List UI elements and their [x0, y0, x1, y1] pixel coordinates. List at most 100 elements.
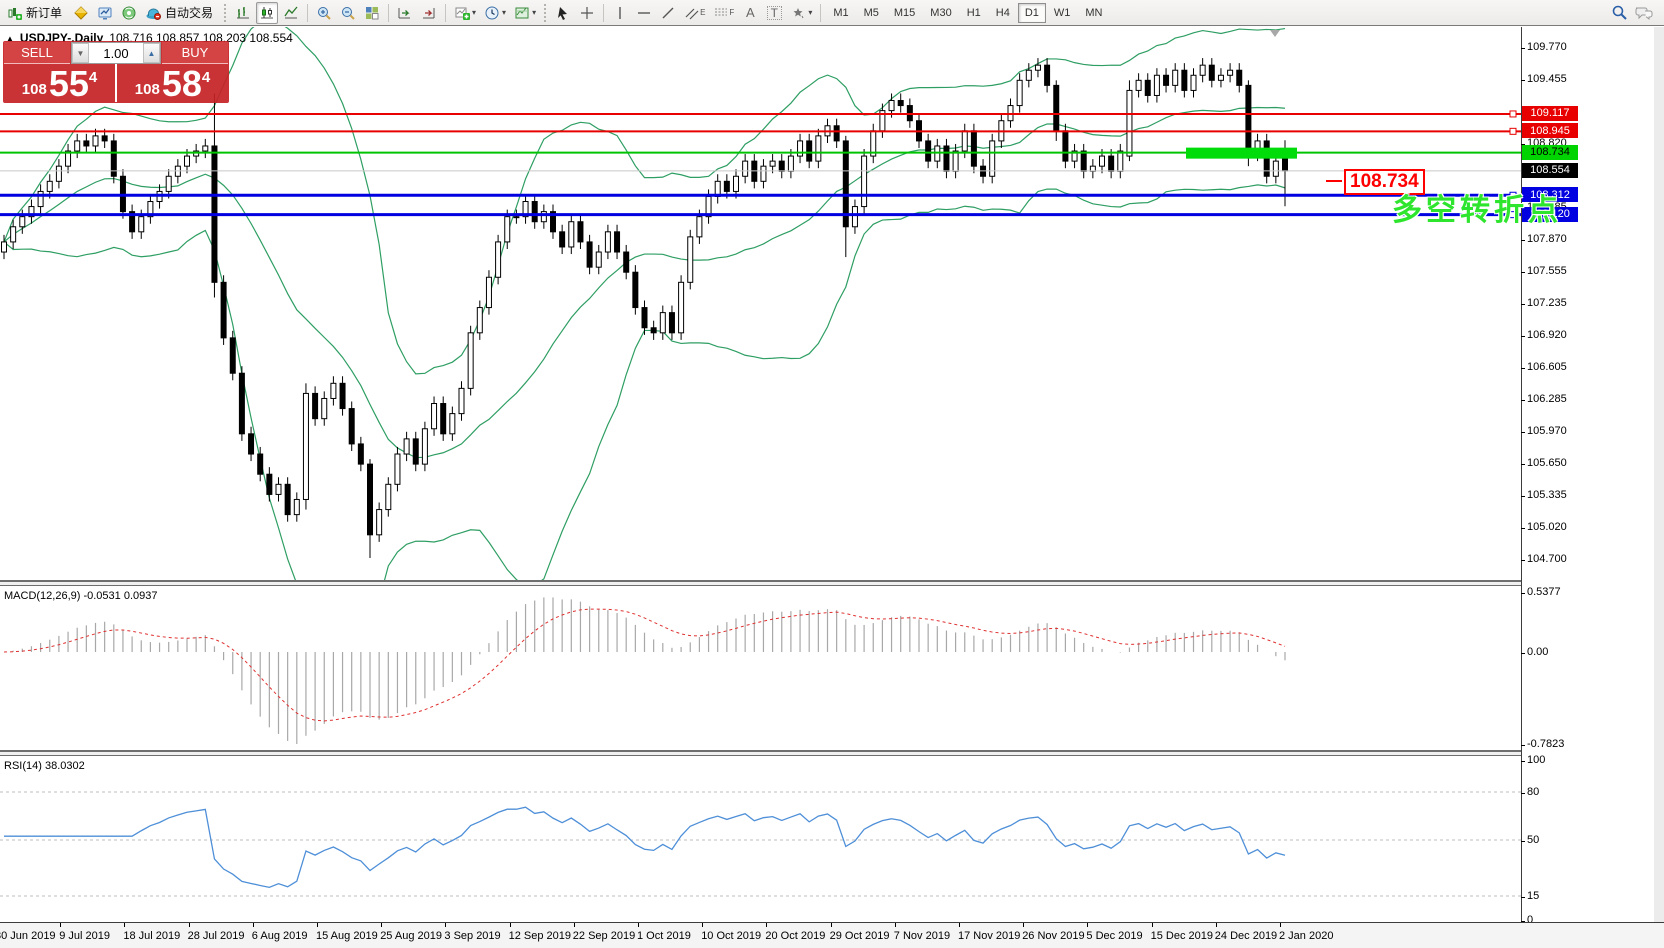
timeframe-h1-button[interactable]: H1 [966, 6, 981, 19]
line-chart-type-button[interactable] [280, 2, 302, 24]
date-tick [573, 923, 575, 927]
toolbar-right-group [1611, 4, 1660, 21]
macd-pane[interactable] [0, 586, 1521, 750]
horizontal-line-tool-button[interactable] [633, 2, 655, 24]
zoom-in-button[interactable] [313, 2, 335, 24]
price-chart-pane[interactable] [0, 27, 1521, 580]
buy-button[interactable]: BUY [162, 42, 228, 64]
timeframe-h4-button[interactable]: H4 [995, 6, 1010, 19]
vertical-line-icon [619, 6, 621, 19]
buy-price-big: 58 [161, 62, 202, 104]
date-label-26-Nov-2019: 26 Nov 2019 [1022, 930, 1085, 942]
sell-price-display[interactable]: 108 55 4 [4, 64, 117, 102]
date-tick [188, 923, 190, 927]
indicators-dropdown-caret[interactable]: ▾ [472, 8, 477, 17]
indicators-button[interactable]: ▾ [451, 2, 479, 24]
tile-windows-icon [366, 6, 379, 19]
fibonacci-tool-button[interactable]: F [710, 2, 737, 24]
crosshair-tool-button[interactable] [576, 2, 598, 24]
window-right-strip [1654, 27, 1664, 948]
timeframe-mn-button[interactable]: MN [1085, 6, 1103, 19]
volume-down-button[interactable]: ▼ [72, 43, 89, 63]
cursor-tool-button[interactable] [552, 2, 574, 24]
bollinger-lower-band [3, 184, 1286, 580]
toolbar-separator [307, 3, 309, 22]
rsi-pane[interactable] [0, 756, 1521, 922]
line-chart-icon [284, 6, 298, 18]
date-label-7-Nov-2019: 7 Nov 2019 [893, 930, 951, 942]
volume-up-button[interactable]: ▲ [143, 43, 160, 63]
timeframe-m15-button[interactable]: M15 [893, 6, 916, 19]
new-order-button[interactable]: 新订单 [4, 2, 68, 24]
chat-icon[interactable] [1634, 5, 1654, 21]
trendline-tool-button[interactable] [657, 2, 679, 24]
turning-point-annotation[interactable]: 多空转折点 [1392, 194, 1562, 227]
rsi-line [4, 806, 1286, 889]
channel-tool-button[interactable]: E [681, 2, 708, 24]
toolbar-grip [224, 3, 227, 22]
signals-button[interactable] [118, 2, 140, 24]
timeframe-m1-button[interactable]: M1 [833, 6, 849, 19]
chart-shift-marker-icon[interactable] [1270, 30, 1280, 37]
date-label-1-Oct-2019: 1 Oct 2019 [637, 930, 691, 942]
toolbar-separator [603, 3, 605, 22]
line-handle[interactable] [1509, 211, 1517, 219]
candlestick-chart-type-button[interactable] [256, 1, 279, 24]
search-icon[interactable] [1611, 4, 1628, 21]
sell-button[interactable]: SELL [4, 42, 70, 64]
zoom-out-button[interactable] [337, 2, 359, 24]
periods-button[interactable]: ▾ [481, 2, 509, 24]
price-callout-box[interactable]: 108.734 [1344, 169, 1425, 195]
date-tick [60, 923, 62, 927]
text-tool-button[interactable]: A [739, 2, 761, 24]
text-label-tool-button[interactable]: T [763, 2, 785, 24]
channel-icon [685, 8, 699, 19]
line-handle[interactable] [1509, 110, 1517, 118]
timeframe-group: M1 M5 M15 M30 H1 H4 D1 W1 MN [826, 2, 1109, 23]
periods-dropdown-caret[interactable]: ▾ [502, 8, 507, 17]
arrows-tool-button[interactable]: ▾ [787, 2, 815, 24]
buy-price-display[interactable]: 108 58 4 [117, 64, 228, 102]
line-handle[interactable] [1509, 191, 1517, 199]
toolbar-separator [388, 3, 390, 22]
arrows-dropdown-caret[interactable]: ▾ [808, 8, 813, 17]
vertical-line-tool-button[interactable] [609, 2, 631, 24]
sell-price-pip: 4 [88, 69, 98, 86]
main-toolbar: 新订单 自动交易 [0, 0, 1664, 26]
timeframe-m5-button[interactable]: M5 [863, 6, 879, 19]
collapse-triangle-icon[interactable]: ▲ [6, 33, 14, 43]
timeframe-d1-button[interactable]: D1 [1017, 2, 1046, 23]
highlight-rectangle[interactable] [1186, 147, 1297, 159]
date-label-9-Jul-2019: 9 Jul 2019 [59, 930, 110, 942]
bar-chart-type-button[interactable] [232, 2, 254, 24]
bollinger-middle-band [3, 106, 1286, 459]
date-label-29-Oct-2019: 29 Oct 2019 [829, 930, 890, 942]
templates-button[interactable]: ▾ [511, 2, 539, 24]
callout-anchor-dash [1326, 180, 1342, 182]
timeframe-w1-button[interactable]: W1 [1053, 6, 1071, 19]
macd-pane-splitter[interactable] [0, 580, 1664, 586]
chart-shift-button[interactable] [418, 2, 440, 24]
market-watch-button[interactable] [94, 2, 116, 24]
templates-dropdown-caret[interactable]: ▾ [532, 8, 537, 17]
date-label-5-Dec-2019: 5 Dec 2019 [1086, 930, 1143, 942]
label-tool-icon: T [766, 5, 782, 20]
zoom-out-icon [342, 6, 355, 20]
buy-price-pip: 4 [201, 69, 211, 86]
date-tick [509, 923, 511, 927]
text-tool-icon: A [745, 5, 755, 20]
date-label-12-Sep-2019: 12 Sep 2019 [508, 930, 571, 942]
date-tick [830, 923, 832, 927]
auto-scroll-button[interactable] [394, 2, 416, 24]
rsi-pane-splitter[interactable] [0, 750, 1664, 756]
fibo-sub-label: F [729, 8, 735, 17]
line-handle[interactable] [1509, 127, 1517, 135]
tile-windows-button[interactable] [361, 2, 383, 24]
macd-signal-line [3, 608, 1286, 722]
autotrading-button[interactable]: 自动交易 [142, 2, 219, 24]
timeframe-m30-button[interactable]: M30 [930, 6, 952, 19]
metaeditor-button[interactable] [70, 2, 92, 24]
date-label-2-Jan-2020: 2 Jan 2020 [1279, 930, 1334, 942]
volume-input[interactable] [89, 43, 143, 63]
